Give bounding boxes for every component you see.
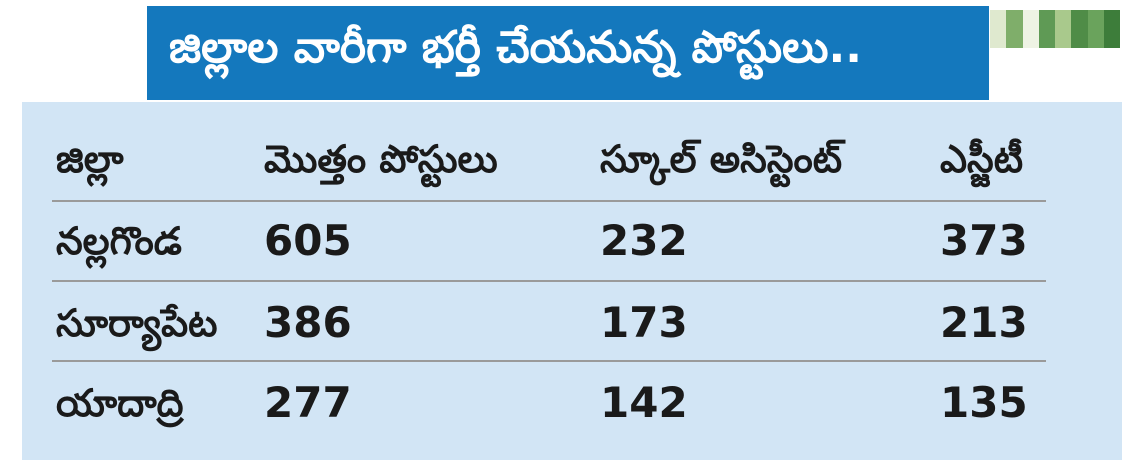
cell-school-assistant: 142 xyxy=(600,378,688,427)
cell-district: యాదాద్రి xyxy=(56,381,184,425)
header-school-assistant: స్కూల్ అసిస్టెంట్ xyxy=(600,137,843,181)
page-title: జిల్లాల వారీగా భర్తీ చేయనున్న పోస్టులు.. xyxy=(147,6,989,100)
row-divider xyxy=(52,360,1046,362)
table-row: నల్లగొండ 605 232 373 xyxy=(22,206,1122,276)
header-total-posts: మొత్తం పోస్టులు xyxy=(264,137,498,181)
cell-district: సూర్యాపేట xyxy=(56,301,218,345)
districts-table: జిల్లా మొత్తం పోస్టులు స్కూల్ అసిస్టెంట్… xyxy=(22,102,1122,460)
cell-sgt: 135 xyxy=(940,378,1028,427)
cell-sgt: 373 xyxy=(940,216,1028,265)
table-row: యాదాద్రి 277 142 135 xyxy=(22,368,1122,438)
cell-total: 277 xyxy=(264,378,352,427)
table-header-row: జిల్లా మొత్తం పోస్టులు స్కూల్ అసిస్టెంట్… xyxy=(22,124,1122,194)
cell-total: 386 xyxy=(264,298,352,347)
header-sgt: ఎస్జీటీ xyxy=(940,137,1024,181)
table-row: సూర్యాపేట 386 173 213 xyxy=(22,288,1122,358)
page-title-text: జిల్లాల వారీగా భర్తీ చేయనున్న పోస్టులు.. xyxy=(169,22,862,73)
row-divider xyxy=(52,200,1046,202)
cell-sgt: 213 xyxy=(940,298,1028,347)
cell-district: నల్లగొండ xyxy=(56,219,182,263)
cell-school-assistant: 173 xyxy=(600,298,688,347)
cell-total: 605 xyxy=(264,216,352,265)
cell-school-assistant: 232 xyxy=(600,216,688,265)
row-divider xyxy=(52,280,1046,282)
header-district: జిల్లా xyxy=(56,137,124,181)
blurred-logo-strip xyxy=(990,10,1120,48)
